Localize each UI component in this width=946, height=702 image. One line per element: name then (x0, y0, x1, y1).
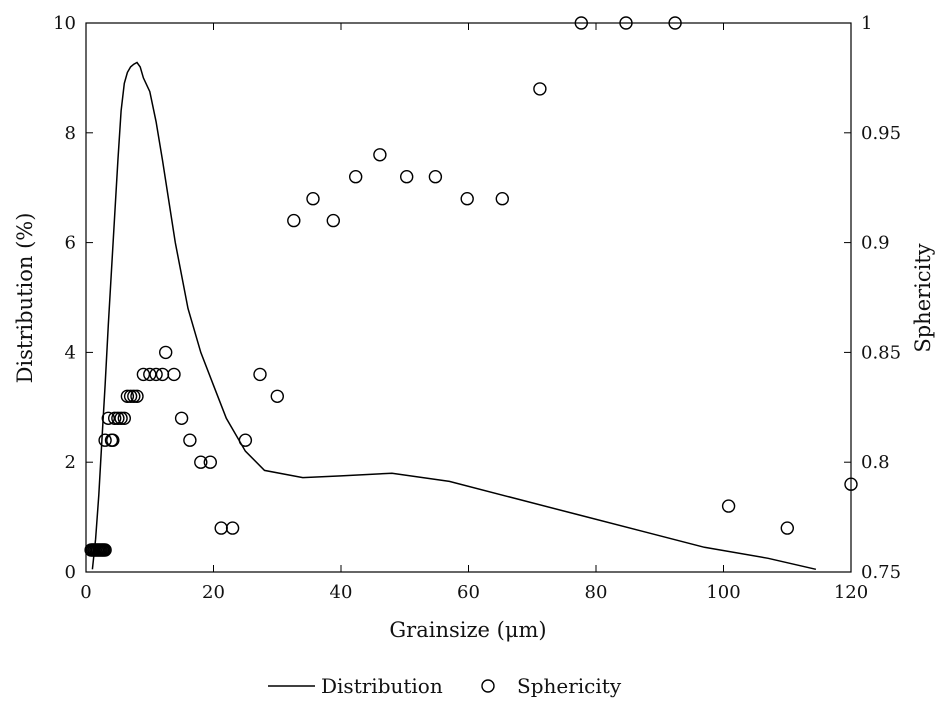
sphericity-point (428, 169, 443, 184)
x-tick-label: 60 (457, 582, 480, 603)
x-axis-ticks: 0 20 40 60 80 100 120 (80, 23, 868, 603)
y-tick-label: 0 (65, 562, 76, 583)
x-tick-label: 80 (585, 582, 608, 603)
sphericity-point (111, 411, 125, 425)
sphericity-point (460, 191, 474, 206)
sphericity-point (117, 411, 132, 425)
sphericity-point (287, 213, 301, 228)
sphericity-point (619, 16, 633, 30)
legend: Distribution Sphericity (268, 674, 622, 698)
sphericity-point (306, 191, 320, 206)
sphericity-point (130, 389, 144, 403)
sphericity-point (174, 411, 189, 425)
y2-tick-label: 0.8 (861, 452, 890, 473)
sphericity-point (253, 367, 267, 382)
y-tick-label: 4 (65, 342, 76, 363)
sphericity-points (84, 16, 858, 557)
sphericity-point (721, 499, 736, 513)
y-tick-label: 6 (65, 233, 76, 254)
sphericity-point (495, 191, 509, 206)
sphericity-point (270, 389, 284, 403)
x-tick-label: 100 (706, 582, 740, 603)
plot-frame (85, 22, 852, 573)
sphericity-point (574, 16, 588, 30)
y2-tick-label: 0.95 (861, 123, 901, 144)
y2-tick-label: 1 (861, 13, 872, 34)
y2-tick-label: 0.85 (861, 342, 901, 363)
y2-tick-label: 0.9 (861, 233, 890, 254)
sphericity-point (326, 213, 340, 228)
y-axis-title: Distribution (%) (13, 213, 37, 384)
sphericity-point (668, 16, 682, 30)
sphericity-point (214, 521, 228, 535)
sphericity-point (158, 345, 173, 360)
sphericity-point (149, 367, 163, 382)
sphericity-point (114, 411, 128, 425)
y2-tick-label: 0.75 (861, 562, 901, 583)
y-tick-label: 10 (53, 13, 76, 34)
sphericity-point (373, 148, 387, 162)
x-tick-label: 120 (834, 582, 868, 603)
sphericity-point (400, 169, 414, 184)
x-tick-label: 20 (202, 582, 225, 603)
y-axis-ticks: 0 2 4 6 8 10 (53, 13, 93, 583)
sphericity-point (203, 455, 218, 469)
sphericity-point (194, 455, 208, 469)
sphericity-point (136, 367, 151, 382)
sphericity-point (101, 411, 116, 425)
y2-axis-ticks: 0.75 0.8 0.85 0.9 0.95 1 (844, 13, 901, 583)
y2-axis-title: Sphericity (911, 243, 935, 352)
sphericity-point (238, 433, 253, 447)
sphericity-point (183, 433, 197, 447)
sphericity-point (120, 389, 135, 403)
sphericity-point (107, 411, 122, 425)
sphericity-point (167, 367, 181, 382)
sphericity-point (98, 543, 112, 557)
sphericity-point (225, 521, 240, 535)
legend-circle-swatch (481, 679, 495, 693)
sphericity-point (349, 169, 363, 184)
legend-label-sphericity: Sphericity (517, 674, 622, 698)
legend-label-distribution: Distribution (321, 674, 443, 698)
sphericity-point (780, 521, 794, 535)
sphericity-point (98, 433, 112, 447)
sphericity-point (127, 389, 141, 403)
sphericity-point (123, 389, 138, 403)
distribution-line (91, 61, 817, 571)
sphericity-point (106, 433, 120, 447)
x-tick-label: 40 (330, 582, 353, 603)
sphericity-point (844, 477, 858, 491)
y-tick-label: 2 (65, 452, 76, 473)
sphericity-point (533, 82, 547, 96)
y-tick-label: 8 (65, 123, 76, 144)
x-axis-title: Grainsize (μm) (389, 618, 546, 642)
x-tick-label: 0 (80, 582, 91, 603)
